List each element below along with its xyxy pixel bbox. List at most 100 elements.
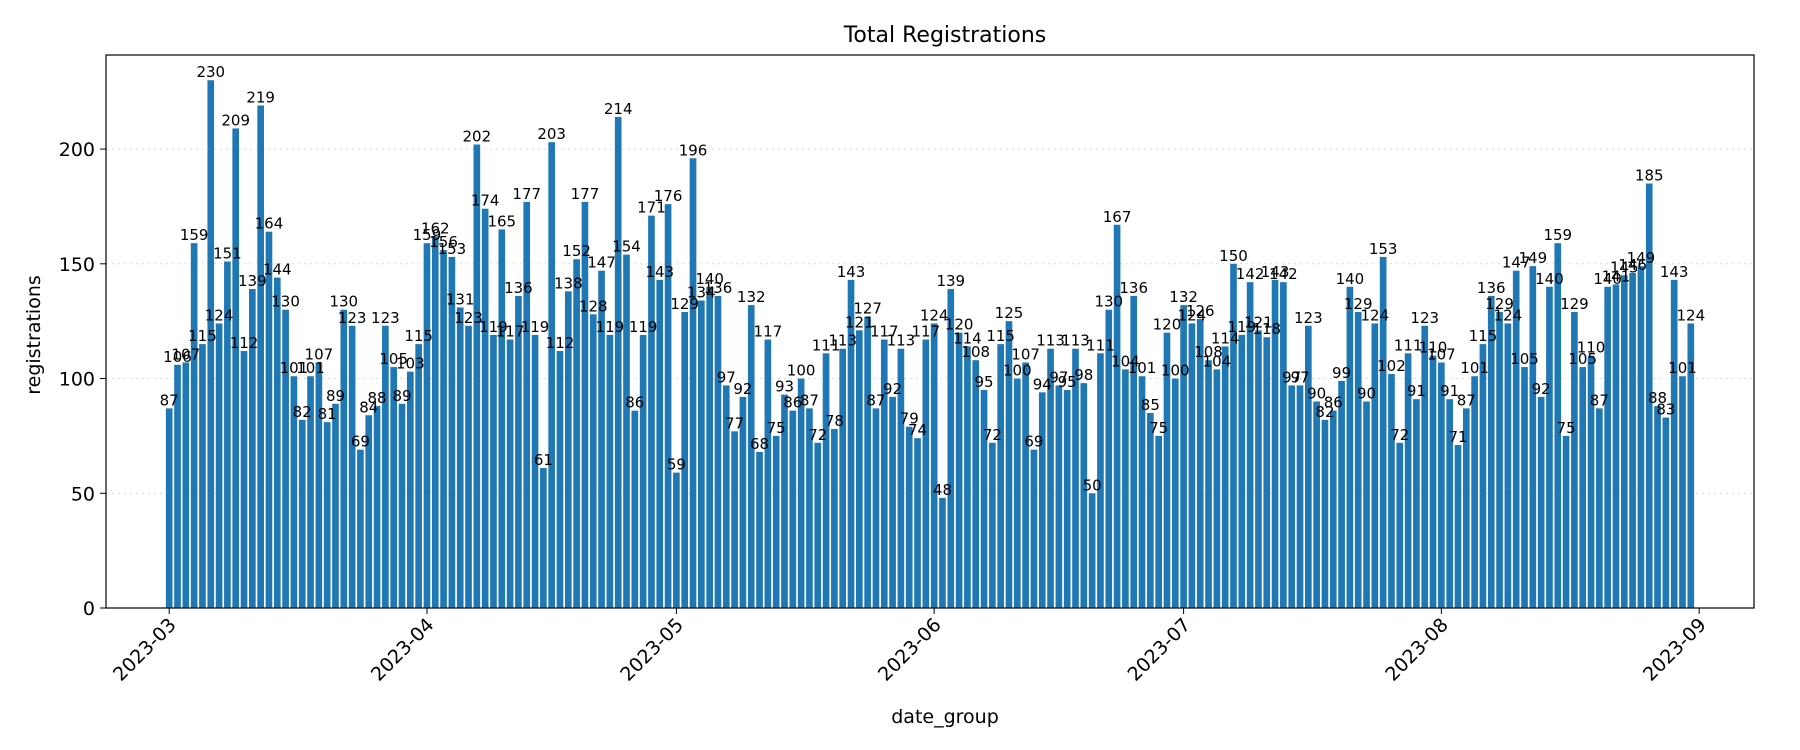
bar-value-label: 90	[1357, 384, 1376, 402]
bar	[1313, 401, 1320, 608]
bar	[1645, 183, 1653, 608]
bar-value-label: 203	[537, 125, 566, 143]
bar-value-label: 113	[1061, 332, 1090, 350]
bar-value-label: 115	[404, 327, 433, 345]
bars	[165, 80, 1695, 609]
bar	[531, 334, 539, 608]
bar	[199, 344, 206, 608]
bar-value-label: 128	[579, 297, 608, 315]
bar-value-label: 136	[704, 279, 733, 297]
bar	[980, 390, 988, 608]
bar-value-label: 130	[271, 293, 300, 311]
bar	[914, 438, 921, 608]
bar-value-label: 99	[1332, 364, 1351, 382]
bar-value-label: 105	[1568, 350, 1597, 368]
bar-value-label: 105	[1510, 350, 1539, 368]
bar-value-label: 101	[296, 359, 325, 377]
bar-value-label: 140	[1535, 270, 1564, 288]
bar	[1147, 412, 1154, 608]
bar	[781, 394, 788, 608]
bar	[1338, 380, 1345, 608]
bar-value-label: 117	[754, 323, 783, 341]
bar	[797, 378, 805, 608]
bar	[1047, 348, 1054, 608]
bar-value-label: 196	[679, 141, 708, 159]
bar-value-label: 106	[163, 348, 192, 366]
bar-value-label: 120	[1153, 316, 1182, 334]
bar-value-label: 136	[1119, 279, 1148, 297]
bar-value-label: 123	[454, 309, 483, 327]
bar-value-label: 165	[487, 212, 516, 230]
bar	[523, 201, 531, 608]
bar-value-label: 114	[953, 329, 982, 347]
bar-value-label: 107	[172, 345, 201, 363]
bar	[1163, 332, 1171, 608]
bar	[398, 403, 406, 608]
bar	[989, 442, 996, 608]
bar-value-label: 100	[1003, 362, 1032, 380]
bar	[731, 431, 738, 608]
bar-value-label: 123	[1410, 309, 1439, 327]
bar	[689, 158, 697, 608]
bar-value-label: 112	[230, 334, 259, 352]
bar	[207, 80, 215, 608]
bar	[664, 204, 672, 608]
bar	[1255, 330, 1262, 608]
x-tick-label: 2023-04	[367, 614, 439, 686]
bar	[764, 339, 772, 608]
bar	[365, 415, 373, 608]
bar	[872, 408, 880, 608]
bar	[1687, 323, 1695, 608]
bar	[1230, 263, 1237, 608]
bar	[1571, 311, 1578, 608]
bar	[515, 295, 522, 608]
bar	[1662, 417, 1670, 608]
bar-value-label: 124	[1494, 306, 1523, 324]
x-tick-label: 2023-08	[1381, 614, 1453, 686]
bar-value-label: 97	[1282, 368, 1301, 386]
bar	[215, 323, 223, 608]
bar	[864, 316, 871, 608]
bar	[1130, 295, 1138, 608]
y-tick-label: 150	[59, 254, 95, 276]
bar	[498, 229, 506, 608]
bar-value-label: 150	[1219, 247, 1248, 265]
bar-value-label: 176	[654, 187, 683, 205]
bar-value-label: 167	[1103, 208, 1132, 226]
bar	[806, 408, 813, 608]
bar-value-label: 88	[368, 389, 387, 407]
bar-value-label: 123	[338, 309, 367, 327]
bar-value-label: 171	[637, 199, 666, 217]
bar	[431, 236, 439, 608]
bar	[1155, 435, 1162, 608]
bar	[955, 332, 963, 608]
bar	[490, 334, 497, 608]
bar	[506, 339, 514, 608]
bar	[722, 385, 730, 608]
bar	[232, 128, 240, 609]
bar	[1304, 325, 1312, 608]
bar	[1030, 449, 1038, 608]
chart-title: Total Registrations	[843, 23, 1047, 48]
bar-value-label: 114	[1211, 329, 1240, 347]
bar-value-label: 124	[920, 306, 949, 324]
bar-value-label: 87	[160, 391, 179, 409]
bar	[739, 396, 747, 608]
bar	[1196, 318, 1204, 608]
bar-value-label: 102	[1377, 357, 1406, 375]
bar-value-label: 129	[1485, 295, 1514, 313]
bar	[1072, 348, 1079, 608]
bar-value-label: 92	[1532, 380, 1551, 398]
bar-value-label: 153	[1369, 240, 1398, 258]
x-tick-label: 2023-07	[1123, 614, 1195, 686]
bar	[240, 351, 248, 608]
bar-value-label: 105	[379, 350, 408, 368]
bar-value-label: 121	[845, 313, 874, 331]
bar	[772, 435, 780, 608]
bar-value-label: 124	[1676, 306, 1705, 324]
bar	[556, 351, 564, 608]
bar	[307, 376, 314, 608]
bar	[656, 279, 664, 608]
bar-value-label: 92	[733, 380, 752, 398]
